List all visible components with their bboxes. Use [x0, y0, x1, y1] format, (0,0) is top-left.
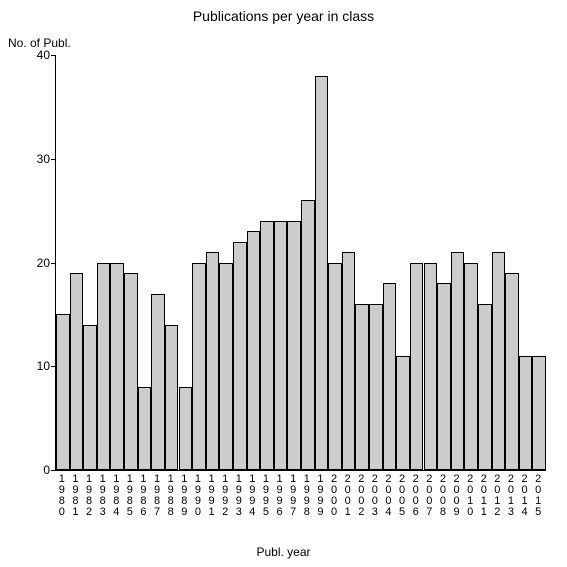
x-tick-label: 1987 [152, 474, 162, 518]
y-tick-mark [51, 55, 56, 56]
bar [138, 387, 152, 470]
y-tick-mark [51, 470, 56, 471]
x-tick-label: 2012 [492, 474, 502, 518]
bar [247, 231, 261, 470]
x-tick-label: 2004 [383, 474, 393, 518]
bar [342, 252, 356, 470]
x-tick-label: 2000 [329, 474, 339, 518]
y-tick-mark [51, 159, 56, 160]
x-tick-label: 1995 [261, 474, 271, 518]
bar [151, 294, 165, 470]
bar [260, 221, 274, 470]
bar [97, 263, 111, 471]
x-tick-label: 2014 [520, 474, 530, 518]
bar [478, 304, 492, 470]
bar [410, 263, 424, 471]
x-tick-label: 2003 [370, 474, 380, 518]
y-tick-mark [51, 366, 56, 367]
x-tick-label: 1998 [302, 474, 312, 518]
bar [301, 200, 315, 470]
bar [451, 252, 465, 470]
x-tick-label: 1982 [84, 474, 94, 518]
bar [437, 283, 451, 470]
x-tick-label: 2010 [465, 474, 475, 518]
x-tick-label: 1984 [111, 474, 121, 518]
bars-layer [56, 55, 546, 470]
bar [165, 325, 179, 470]
x-tick-label: 1997 [288, 474, 298, 518]
x-tick-label: 2006 [411, 474, 421, 518]
bar [532, 356, 546, 470]
x-tick-label: 1990 [193, 474, 203, 518]
bar [274, 221, 288, 470]
bar [505, 273, 519, 470]
bar [424, 263, 438, 471]
bar [492, 252, 506, 470]
bar [315, 76, 329, 470]
bar [179, 387, 193, 470]
x-tick-label: 2005 [397, 474, 407, 518]
plot-area: 010203040 [55, 55, 546, 471]
x-tick-label: 1989 [179, 474, 189, 518]
bar [206, 252, 220, 470]
bar [355, 304, 369, 470]
bar [219, 263, 233, 471]
x-tick-label: 1980 [57, 474, 67, 518]
x-tick-label: 1985 [125, 474, 135, 518]
y-tick-mark [51, 263, 56, 264]
x-tick-label: 1992 [220, 474, 230, 518]
x-tick-label: 1986 [138, 474, 148, 518]
bar [192, 263, 206, 471]
bar [233, 242, 247, 470]
bar [396, 356, 410, 470]
x-tick-label: 1988 [166, 474, 176, 518]
x-tick-label: 2007 [424, 474, 434, 518]
chart-title: Publications per year in class [0, 8, 567, 24]
x-tick-label: 2015 [533, 474, 543, 518]
chart-container: Publications per year in class No. of Pu… [0, 0, 567, 567]
x-tick-label: 1996 [275, 474, 285, 518]
x-tick-label: 1991 [207, 474, 217, 518]
bar [519, 356, 533, 470]
x-tick-label: 2001 [343, 474, 353, 518]
bar [328, 263, 342, 471]
bar [383, 283, 397, 470]
bar [83, 325, 97, 470]
x-tick-label: 2009 [452, 474, 462, 518]
bar [287, 221, 301, 470]
x-axis-title: Publ. year [0, 545, 567, 559]
bar [124, 273, 138, 470]
x-tick-label: 1994 [247, 474, 257, 518]
x-tick-label: 1983 [98, 474, 108, 518]
x-tick-label: 1981 [70, 474, 80, 518]
x-tick-label: 2008 [438, 474, 448, 518]
bar [464, 263, 478, 471]
x-tick-label: 2011 [479, 474, 489, 518]
bar [70, 273, 84, 470]
x-tick-label: 1993 [234, 474, 244, 518]
bar [110, 263, 124, 471]
x-tick-label: 2013 [506, 474, 516, 518]
x-tick-label: 2002 [356, 474, 366, 518]
bar [369, 304, 383, 470]
x-tick-label: 1999 [315, 474, 325, 518]
bar [56, 314, 70, 470]
